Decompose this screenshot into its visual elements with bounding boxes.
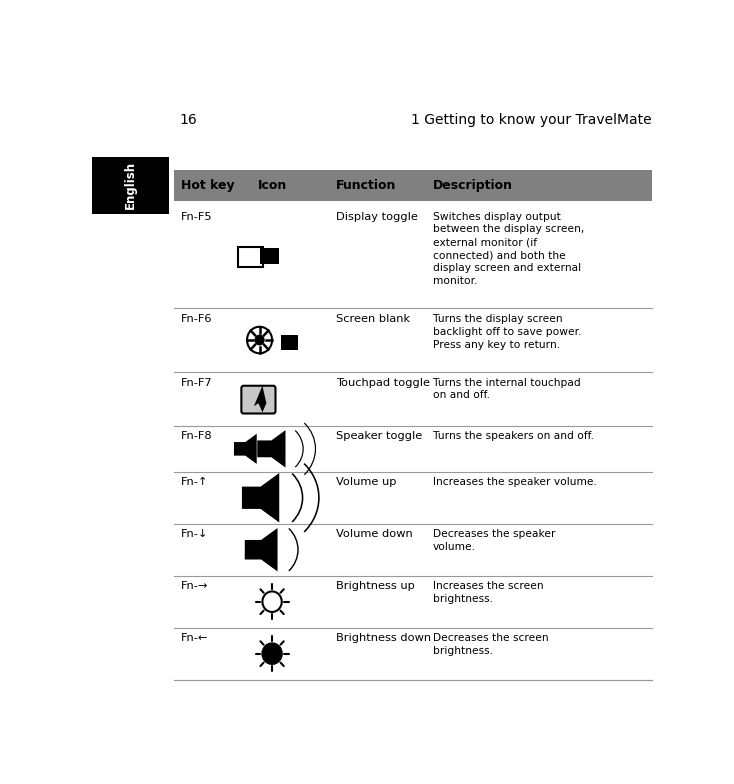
Text: 1 Getting to know your TravelMate: 1 Getting to know your TravelMate xyxy=(412,114,652,127)
Text: Screen blank: Screen blank xyxy=(336,314,410,325)
FancyBboxPatch shape xyxy=(174,426,652,472)
Polygon shape xyxy=(244,528,277,572)
Text: Fn-F7: Fn-F7 xyxy=(181,378,213,387)
Text: Brightness up: Brightness up xyxy=(336,581,415,591)
Text: Increases the speaker volume.: Increases the speaker volume. xyxy=(433,477,597,487)
Circle shape xyxy=(255,335,265,346)
Text: Turns the speakers on and off.: Turns the speakers on and off. xyxy=(433,430,594,441)
Text: Description: Description xyxy=(433,179,513,192)
Text: Fn-F8: Fn-F8 xyxy=(181,430,213,441)
Circle shape xyxy=(262,644,282,664)
Text: Decreases the speaker
volume.: Decreases the speaker volume. xyxy=(433,529,556,552)
Polygon shape xyxy=(242,473,279,522)
Text: Fn-F5: Fn-F5 xyxy=(181,212,213,222)
Text: Fn-↓: Fn-↓ xyxy=(181,529,208,539)
Text: Decreases the screen
brightness.: Decreases the screen brightness. xyxy=(433,633,549,655)
FancyBboxPatch shape xyxy=(174,575,652,628)
FancyBboxPatch shape xyxy=(174,169,652,201)
Text: Volume down: Volume down xyxy=(336,529,413,539)
FancyBboxPatch shape xyxy=(241,386,275,413)
Text: 16: 16 xyxy=(180,114,197,127)
Text: Turns the display screen
backlight off to save power.
Press any key to return.: Turns the display screen backlight off t… xyxy=(433,314,581,350)
Text: Hot key: Hot key xyxy=(181,179,235,192)
Polygon shape xyxy=(234,434,257,464)
Text: Volume up: Volume up xyxy=(336,477,397,487)
Text: Fn-←: Fn-← xyxy=(181,633,208,643)
Text: Speaker toggle: Speaker toggle xyxy=(336,430,423,441)
FancyBboxPatch shape xyxy=(260,249,279,264)
FancyBboxPatch shape xyxy=(174,372,652,426)
Text: English: English xyxy=(124,162,137,209)
FancyBboxPatch shape xyxy=(281,335,298,350)
Polygon shape xyxy=(258,430,286,467)
FancyBboxPatch shape xyxy=(174,628,652,680)
Text: Fn-F6: Fn-F6 xyxy=(181,314,213,325)
Text: Increases the screen
brightness.: Increases the screen brightness. xyxy=(433,581,544,604)
Text: Fn-↑: Fn-↑ xyxy=(181,477,208,487)
FancyBboxPatch shape xyxy=(174,201,652,308)
FancyBboxPatch shape xyxy=(174,524,652,575)
Polygon shape xyxy=(254,386,266,412)
Text: Display toggle: Display toggle xyxy=(336,212,418,222)
FancyBboxPatch shape xyxy=(92,157,169,214)
FancyBboxPatch shape xyxy=(174,472,652,524)
FancyBboxPatch shape xyxy=(238,247,263,267)
FancyBboxPatch shape xyxy=(174,308,652,372)
Text: Fn-→: Fn-→ xyxy=(181,581,208,591)
Text: Icon: Icon xyxy=(258,179,287,192)
Text: Turns the internal touchpad
on and off.: Turns the internal touchpad on and off. xyxy=(433,378,581,401)
Text: Switches display output
between the display screen,
external monitor (if
connect: Switches display output between the disp… xyxy=(433,212,584,285)
Text: Brightness down: Brightness down xyxy=(336,633,432,643)
Circle shape xyxy=(262,591,282,612)
Text: Function: Function xyxy=(336,179,397,192)
Text: Touchpad toggle: Touchpad toggle xyxy=(336,378,430,387)
